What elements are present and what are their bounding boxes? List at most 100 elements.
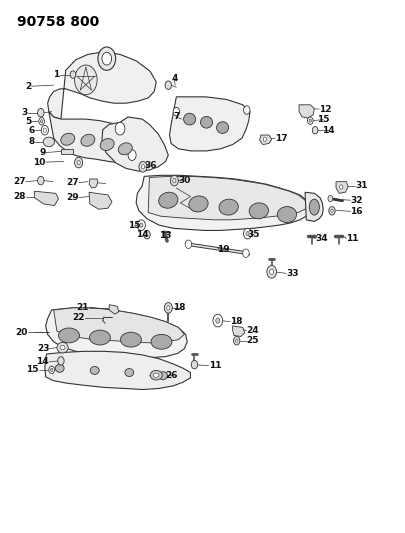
Ellipse shape bbox=[43, 137, 55, 147]
Circle shape bbox=[173, 179, 176, 183]
Ellipse shape bbox=[159, 192, 178, 208]
Polygon shape bbox=[260, 135, 272, 144]
Polygon shape bbox=[109, 305, 119, 314]
Circle shape bbox=[328, 196, 333, 202]
Text: 15: 15 bbox=[128, 221, 141, 230]
Circle shape bbox=[102, 52, 112, 65]
Circle shape bbox=[144, 230, 150, 239]
Text: 12: 12 bbox=[319, 104, 332, 114]
Polygon shape bbox=[102, 117, 168, 171]
Text: 35: 35 bbox=[248, 230, 260, 239]
Circle shape bbox=[233, 336, 240, 345]
Circle shape bbox=[38, 176, 44, 185]
Ellipse shape bbox=[55, 365, 64, 372]
Text: 30: 30 bbox=[178, 175, 191, 184]
Text: 31: 31 bbox=[355, 181, 368, 190]
Text: 24: 24 bbox=[247, 326, 259, 335]
Ellipse shape bbox=[159, 372, 168, 379]
Text: 26: 26 bbox=[165, 370, 178, 379]
Text: 33: 33 bbox=[286, 269, 298, 278]
Polygon shape bbox=[136, 175, 310, 230]
Ellipse shape bbox=[151, 334, 172, 349]
Ellipse shape bbox=[61, 133, 75, 145]
Circle shape bbox=[171, 175, 178, 186]
Circle shape bbox=[243, 249, 249, 257]
Circle shape bbox=[191, 360, 198, 369]
Ellipse shape bbox=[309, 199, 320, 215]
Ellipse shape bbox=[249, 203, 269, 219]
Polygon shape bbox=[305, 192, 323, 221]
Polygon shape bbox=[48, 52, 156, 119]
Ellipse shape bbox=[118, 143, 132, 155]
Text: 27: 27 bbox=[13, 177, 26, 186]
Ellipse shape bbox=[120, 332, 141, 347]
Polygon shape bbox=[232, 326, 245, 336]
Polygon shape bbox=[170, 97, 250, 151]
Text: 10: 10 bbox=[33, 158, 46, 166]
Circle shape bbox=[243, 228, 252, 239]
Ellipse shape bbox=[100, 139, 114, 150]
Text: 6: 6 bbox=[28, 126, 35, 135]
Circle shape bbox=[75, 157, 83, 168]
Text: 25: 25 bbox=[247, 336, 259, 345]
Text: 34: 34 bbox=[315, 234, 328, 243]
Ellipse shape bbox=[277, 207, 296, 222]
Text: 7: 7 bbox=[173, 112, 179, 122]
Text: 15: 15 bbox=[317, 115, 329, 124]
Ellipse shape bbox=[217, 122, 229, 133]
Text: 1: 1 bbox=[53, 70, 60, 79]
Circle shape bbox=[70, 71, 76, 78]
Circle shape bbox=[267, 265, 277, 278]
Circle shape bbox=[77, 160, 80, 165]
Text: 14: 14 bbox=[36, 358, 49, 367]
Text: 18: 18 bbox=[230, 317, 242, 326]
Ellipse shape bbox=[219, 199, 238, 215]
Text: 9: 9 bbox=[39, 148, 46, 157]
Text: 14: 14 bbox=[136, 230, 149, 239]
Text: 90758 800: 90758 800 bbox=[17, 14, 100, 29]
Polygon shape bbox=[89, 192, 112, 209]
Circle shape bbox=[98, 47, 115, 70]
Text: 19: 19 bbox=[217, 245, 230, 254]
Ellipse shape bbox=[183, 114, 196, 125]
Text: 11: 11 bbox=[347, 234, 359, 243]
Polygon shape bbox=[34, 191, 58, 206]
Ellipse shape bbox=[90, 367, 99, 374]
Circle shape bbox=[307, 117, 313, 124]
Text: 4: 4 bbox=[171, 74, 177, 83]
Text: 17: 17 bbox=[275, 134, 288, 143]
Polygon shape bbox=[299, 105, 314, 118]
Polygon shape bbox=[336, 182, 348, 193]
Polygon shape bbox=[54, 308, 184, 343]
Circle shape bbox=[167, 306, 170, 310]
Circle shape bbox=[128, 150, 136, 160]
Ellipse shape bbox=[150, 370, 162, 380]
Text: 5: 5 bbox=[25, 117, 32, 126]
Circle shape bbox=[263, 137, 266, 141]
Text: 21: 21 bbox=[77, 303, 89, 312]
Text: 28: 28 bbox=[13, 192, 26, 201]
Circle shape bbox=[140, 223, 143, 227]
Ellipse shape bbox=[189, 196, 208, 212]
Circle shape bbox=[51, 368, 53, 372]
Text: 36: 36 bbox=[144, 161, 156, 170]
Circle shape bbox=[312, 126, 318, 134]
Text: 3: 3 bbox=[21, 108, 28, 117]
Circle shape bbox=[137, 220, 145, 230]
Polygon shape bbox=[143, 182, 253, 214]
Circle shape bbox=[49, 366, 55, 374]
Circle shape bbox=[58, 357, 64, 365]
Circle shape bbox=[40, 119, 43, 123]
Circle shape bbox=[340, 185, 343, 189]
Circle shape bbox=[309, 119, 311, 122]
Polygon shape bbox=[45, 351, 190, 390]
Text: 8: 8 bbox=[28, 138, 35, 147]
Circle shape bbox=[213, 314, 223, 327]
Circle shape bbox=[164, 303, 173, 313]
Ellipse shape bbox=[200, 116, 213, 128]
Ellipse shape bbox=[60, 345, 65, 350]
Circle shape bbox=[331, 209, 333, 213]
Text: 23: 23 bbox=[37, 344, 50, 353]
Text: 2: 2 bbox=[25, 82, 32, 91]
Circle shape bbox=[141, 165, 145, 169]
